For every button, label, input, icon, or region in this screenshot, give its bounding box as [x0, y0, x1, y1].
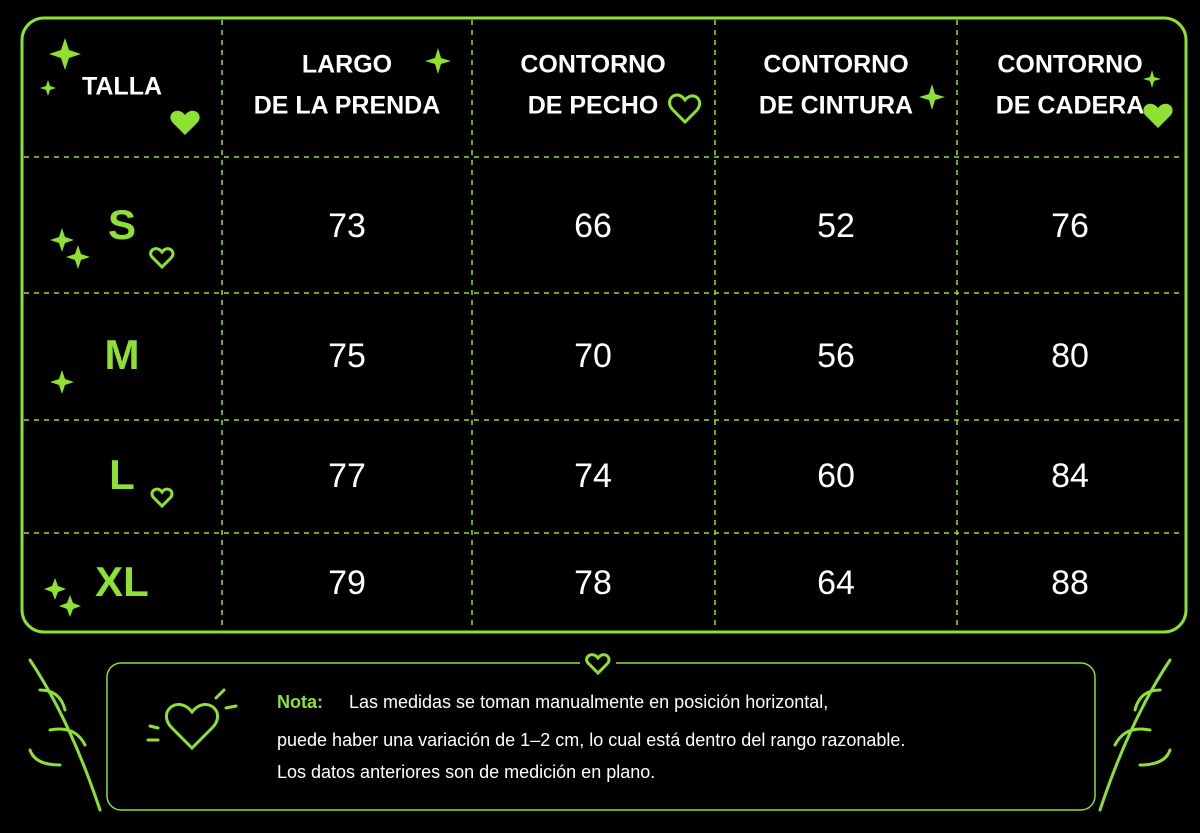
measure-cell: 56 [817, 337, 855, 375]
header-cell: DE CINTURA [759, 92, 913, 120]
measure-cell: 84 [1051, 457, 1089, 495]
measure-cell: 75 [328, 337, 366, 375]
note-label: Nota: [277, 692, 323, 712]
header-cell: DE LA PRENDA [254, 92, 441, 120]
table-border [20, 16, 1188, 634]
header-cell: DE PECHO [528, 92, 659, 120]
size-label: S [108, 201, 136, 248]
measure-cell: 66 [574, 207, 612, 245]
measure-cell: 74 [574, 457, 612, 495]
header-cell: CONTORNO [520, 51, 665, 79]
header-cell: DE CADERA [996, 92, 1145, 120]
header-cell: LARGO [302, 51, 392, 79]
measure-cell: 79 [328, 564, 366, 602]
header-cell: CONTORNO [763, 51, 908, 79]
note-decorations [28, 650, 1172, 812]
measure-cell: 78 [574, 564, 612, 602]
note-line: Los datos anteriores son de medición en … [277, 762, 655, 782]
measure-cell: 88 [1051, 564, 1089, 602]
measure-cell: 70 [574, 337, 612, 375]
header-cell: TALLA [82, 73, 162, 101]
grid [24, 20, 1184, 630]
measure-cell: 73 [328, 207, 366, 245]
measure-cell: 77 [328, 457, 366, 495]
note-line: Las medidas se toman manualmente en posi… [349, 692, 828, 712]
decorations [40, 38, 1173, 617]
note-line: puede haber una variación de 1–2 cm, lo … [277, 730, 905, 750]
measure-cell: 64 [817, 564, 855, 602]
measure-cell: 60 [817, 457, 855, 495]
measure-cell: 80 [1051, 337, 1089, 375]
measure-cell: 52 [817, 207, 855, 245]
size-label: M [105, 331, 140, 378]
measure-cell: 76 [1051, 207, 1089, 245]
header-cell: CONTORNO [997, 51, 1142, 79]
size-label: L [109, 451, 135, 498]
size-label: XL [95, 558, 149, 605]
